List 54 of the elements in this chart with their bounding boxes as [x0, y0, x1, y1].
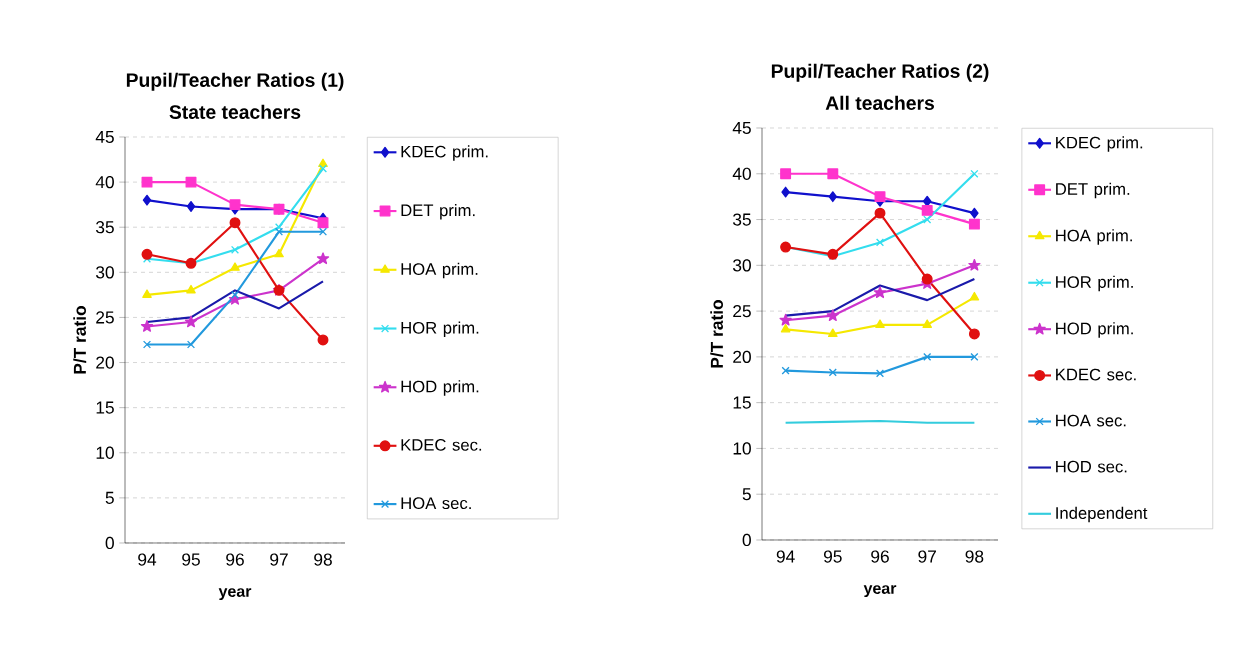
legend-label: HOR prim.: [1056, 275, 1133, 292]
legend-label: KDEC sec.: [1056, 368, 1136, 381]
legend-label: HOR prim.: [401, 321, 479, 338]
y-tick-label: 15: [96, 401, 114, 414]
legend-label: HOA sec.: [401, 497, 471, 510]
y-tick-label: 30: [96, 266, 114, 279]
y-axis-title: P/T ratio: [710, 300, 724, 368]
y-tick-label: 0: [105, 536, 114, 550]
x-tick-label: 94: [776, 550, 795, 563]
y-tick-label: 25: [96, 311, 114, 324]
x-tick-label: 94: [138, 553, 157, 566]
chart-subtitle: All teachers: [825, 95, 934, 110]
legend-label: HOD prim.: [401, 380, 479, 396]
y-tick-label: 35: [96, 221, 114, 234]
legend-label: HOD prim.: [1056, 322, 1133, 338]
x-tick-label: 95: [823, 550, 842, 563]
legend-label: Independent: [1056, 506, 1148, 523]
legend-label: KDEC prim.: [401, 145, 488, 161]
legend-label: HOD sec.: [1056, 460, 1127, 473]
chart-title: Pupil/Teacher Ratios (1): [126, 72, 344, 91]
y-axis-title: P/T ratio: [73, 306, 87, 374]
legend-label: DET prim.: [1056, 182, 1130, 199]
y-tick-label: 5: [742, 488, 751, 501]
x-tick-label: 98: [314, 553, 332, 566]
y-tick-label: 35: [733, 213, 751, 226]
y-tick-label: 0: [742, 533, 751, 547]
y-tick-label: 45: [732, 121, 751, 135]
legend-label: DET prim.: [401, 203, 475, 220]
x-tick-label: 96: [226, 553, 244, 566]
y-tick-label: 15: [733, 396, 751, 409]
legend-label: KDEC sec.: [401, 438, 482, 451]
x-axis-title: year: [863, 585, 897, 598]
x-tick-label: 97: [270, 553, 288, 566]
x-axis-title: year: [218, 588, 252, 601]
y-tick-label: 40: [732, 167, 751, 180]
y-tick-label: 10: [96, 446, 114, 459]
chart-subtitle: State teachers: [169, 104, 301, 119]
y-tick-label: 40: [95, 175, 114, 189]
x-tick-label: 95: [182, 553, 200, 566]
legend-label: HOA prim.: [401, 262, 478, 279]
legend-label: HOA sec.: [1056, 414, 1126, 427]
y-tick-label: 45: [95, 130, 114, 144]
y-tick-label: 25: [733, 304, 751, 318]
y-tick-label: 10: [733, 442, 751, 455]
x-tick-label: 97: [918, 550, 936, 563]
y-tick-label: 20: [733, 350, 751, 364]
y-tick-label: 20: [96, 356, 114, 369]
x-tick-label: 96: [871, 550, 889, 563]
legend-label: HOA prim.: [1056, 229, 1132, 245]
y-tick-label: 30: [733, 259, 751, 272]
y-tick-label: 5: [105, 491, 114, 504]
chart-title: Pupil/Teacher Ratios (2): [771, 63, 989, 82]
legend-label: KDEC prim.: [1056, 136, 1143, 152]
x-tick-label: 98: [965, 550, 984, 563]
